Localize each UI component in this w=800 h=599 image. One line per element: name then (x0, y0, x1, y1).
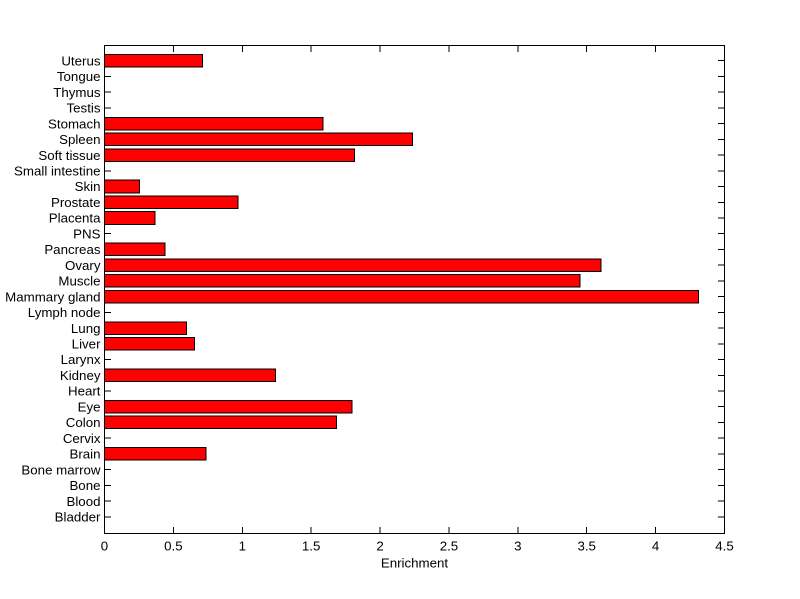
svg-text:4: 4 (652, 539, 659, 554)
svg-text:Small intestine: Small intestine (14, 163, 100, 178)
svg-text:PNS: PNS (73, 226, 100, 241)
svg-text:Muscle: Muscle (58, 274, 100, 289)
svg-text:Kidney: Kidney (60, 368, 101, 383)
svg-text:2: 2 (376, 539, 383, 554)
svg-text:0: 0 (101, 539, 108, 554)
svg-text:Blood: Blood (66, 494, 100, 509)
svg-text:Lymph node: Lymph node (28, 305, 101, 320)
svg-text:Eye: Eye (78, 399, 101, 414)
svg-text:Soft tissue: Soft tissue (38, 148, 100, 163)
svg-text:1.5: 1.5 (302, 539, 321, 554)
svg-text:Colon: Colon (66, 415, 101, 430)
svg-text:Stomach: Stomach (48, 116, 100, 131)
svg-text:Enrichment: Enrichment (381, 556, 449, 571)
svg-text:Prostate: Prostate (51, 195, 101, 210)
svg-text:Testis: Testis (67, 101, 101, 116)
svg-text:2.5: 2.5 (440, 539, 459, 554)
svg-text:Spleen: Spleen (59, 132, 100, 147)
svg-text:Skin: Skin (75, 179, 101, 194)
svg-text:Heart: Heart (68, 384, 101, 399)
svg-text:Ovary: Ovary (65, 258, 101, 273)
svg-text:Mammary gland: Mammary gland (5, 289, 100, 304)
svg-text:3: 3 (514, 539, 521, 554)
svg-text:Bladder: Bladder (55, 510, 101, 525)
svg-text:3.5: 3.5 (577, 539, 596, 554)
svg-text:Thymus: Thymus (53, 85, 101, 100)
svg-text:Bone: Bone (69, 478, 100, 493)
svg-text:Cervix: Cervix (63, 431, 101, 446)
svg-text:Liver: Liver (72, 337, 101, 352)
svg-text:Brain: Brain (69, 447, 100, 462)
svg-text:0.5: 0.5 (164, 539, 183, 554)
svg-text:Bone marrow: Bone marrow (21, 462, 100, 477)
svg-text:Lung: Lung (71, 321, 101, 336)
svg-text:4.5: 4.5 (715, 539, 734, 554)
svg-text:Tongue: Tongue (57, 69, 101, 84)
svg-text:Pancreas: Pancreas (44, 242, 101, 257)
svg-text:Uterus: Uterus (61, 53, 101, 68)
svg-text:1: 1 (239, 539, 246, 554)
svg-text:Placenta: Placenta (49, 211, 101, 226)
svg-text:Larynx: Larynx (61, 352, 101, 367)
